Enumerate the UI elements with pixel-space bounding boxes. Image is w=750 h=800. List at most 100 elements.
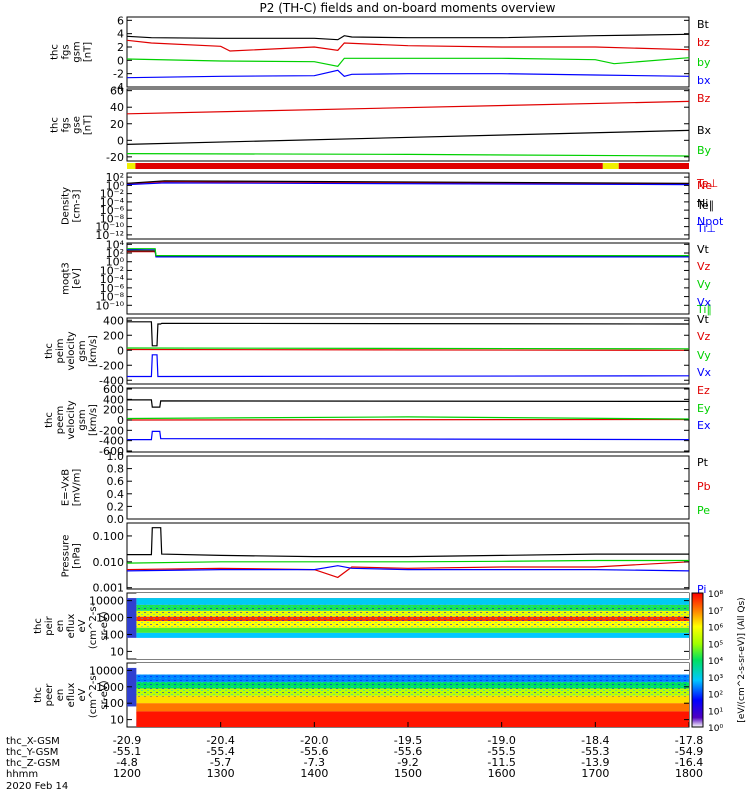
legend-Vx: Vx (697, 296, 712, 309)
series-Pe (126, 559, 689, 564)
legend-Ex: Ex (697, 419, 711, 432)
colorbar-tick-label: 10⁸ (708, 590, 723, 600)
xaxis-value: -19.5 (394, 734, 422, 747)
ytick-label: 10⁻¹² (95, 229, 124, 242)
legend-Vt: Vt (697, 313, 710, 326)
ytick-label: 10⁴ (106, 238, 125, 251)
xaxis-value: -19.0 (487, 734, 515, 747)
ylabel-line: eflux (66, 683, 77, 708)
legend-Ne: Ne (697, 179, 712, 192)
ylabel-line: sr-eV) (99, 611, 110, 640)
heatmap-noise (136, 674, 689, 697)
colorbar-gradient (691, 592, 704, 728)
ylabel-line: en (55, 620, 66, 633)
heatmap-band-6 (136, 663, 689, 675)
series-Vy (126, 347, 690, 350)
ylabel-line: thc (44, 343, 55, 359)
xaxis-row-label: thc_Y-GSM (6, 747, 58, 758)
ytick-label: 600 (103, 383, 124, 396)
series-Npot (126, 182, 690, 186)
ylabel-line: [eV] (72, 268, 83, 289)
ytick-label: 10⁻¹⁰ (95, 221, 124, 234)
ylabel-line: fgs (61, 117, 72, 132)
ylabel-group: thc peer en eflux eV (cm^2-s-sr-eV) (33, 671, 110, 718)
series-Bz (126, 100, 690, 115)
panel-7: 1.00.80.60.40.20.0 E=-VxB [mV/m] Ez Ey Ex (61, 384, 711, 526)
ylabel-line: E=-VxB (61, 469, 72, 506)
colorbar-tick-label: 10⁰ (708, 724, 723, 734)
legend-Pi: Pi (697, 583, 706, 596)
ylabel-line: Pressure (61, 535, 72, 578)
ylabel-line: [km/s] (88, 335, 99, 367)
xaxis-value: 1300 (207, 767, 235, 780)
xaxis-value: -55.1 (113, 745, 141, 758)
ytick-label: 10 (110, 645, 124, 658)
panel-frame (126, 88, 690, 162)
ytick-label: 100 (103, 697, 124, 710)
ylabel-group: thc fgs gse [nT] (50, 115, 94, 135)
heatmap-bands (127, 593, 689, 659)
series-Ni (126, 180, 690, 184)
ytick-label: -20 (106, 151, 124, 164)
ytick-label: 200 (103, 329, 124, 342)
series-Vy (126, 416, 690, 420)
ylabel-line: thc (33, 687, 44, 703)
series-Bx (126, 129, 690, 145)
ylabel-line: gsm (77, 340, 88, 361)
ylabel-group: moqt3 [eV] (61, 262, 83, 295)
legend-Vt: Vt (697, 243, 710, 256)
series-Vt (127, 321, 690, 347)
legend-Npot: Npot (697, 215, 724, 228)
panel-frame (126, 172, 690, 240)
mode-bar-segment-0 (127, 163, 136, 169)
xaxis-value: -55.6 (394, 745, 422, 758)
panel-8: 0.100 0.010 0.001 Pressure [nPa] Pt Pb Pe Pi (61, 456, 711, 596)
xaxis-value: -9.2 (397, 756, 418, 769)
legend-Vy: Vy (697, 278, 711, 291)
ylabel-line: thc (50, 44, 61, 60)
xaxis-value: -17.8 (675, 734, 703, 747)
series-Vx (127, 354, 690, 378)
ytick-label: 10⁻⁸ (100, 212, 125, 225)
ytick-label: 10000 (89, 664, 124, 677)
ylabel-line: [nPa] (72, 543, 83, 569)
heatmap-cell-1 (136, 632, 689, 638)
ylabel-line: thc (50, 117, 61, 133)
ylabel-group: E=-VxB [mV/m] (61, 469, 83, 507)
legend-By: By (697, 144, 712, 157)
ylabel-group: thc peim velocity gsm [km/s] (44, 331, 99, 370)
ytick-label: 0.8 (107, 463, 125, 476)
xaxis-value: -55.6 (300, 745, 328, 758)
series-bz (126, 39, 690, 52)
legend-Bz: Bz (697, 92, 711, 105)
x-axis-block: thc_X-GSM -20.9 -20.4 -20.0 -19.5 -19.0 -18.4-… (6, 722, 703, 792)
ytick-label: 0.2 (107, 500, 125, 513)
xaxis-value: -11.5 (487, 756, 515, 769)
series-bx (126, 69, 690, 79)
xaxis-value: -20.4 (206, 734, 234, 747)
legend-Vz: Vz (697, 330, 711, 343)
ytick-label: 10⁻⁸ (100, 291, 125, 304)
ytick-label: 10⁰ (106, 256, 125, 269)
heatmap-cell-2 (136, 627, 689, 633)
series-Vz (126, 418, 690, 421)
ylabel-line: peem (55, 406, 66, 434)
mode-bar-segment-2 (602, 163, 619, 169)
ytick-label: -200 (99, 359, 124, 372)
ytick-label: -600 (99, 445, 124, 458)
ylabel-line: Density (61, 187, 72, 225)
ylabel-line: peir (44, 615, 55, 635)
ylabel-line: moqt3 (61, 262, 72, 295)
colorbar-tick-label: 10⁷ (708, 607, 723, 617)
ytick-label: 10⁰ (106, 179, 125, 192)
xaxis-value: 1700 (581, 767, 609, 780)
legend-Bt: Bt (697, 18, 710, 31)
colorbar-label: [eV/(cm^2-s-sr-eV)] (All Qs) (737, 597, 747, 722)
ylabel-line: (cm^2-s- (88, 602, 99, 649)
ylabel-line: fgs (61, 44, 72, 59)
